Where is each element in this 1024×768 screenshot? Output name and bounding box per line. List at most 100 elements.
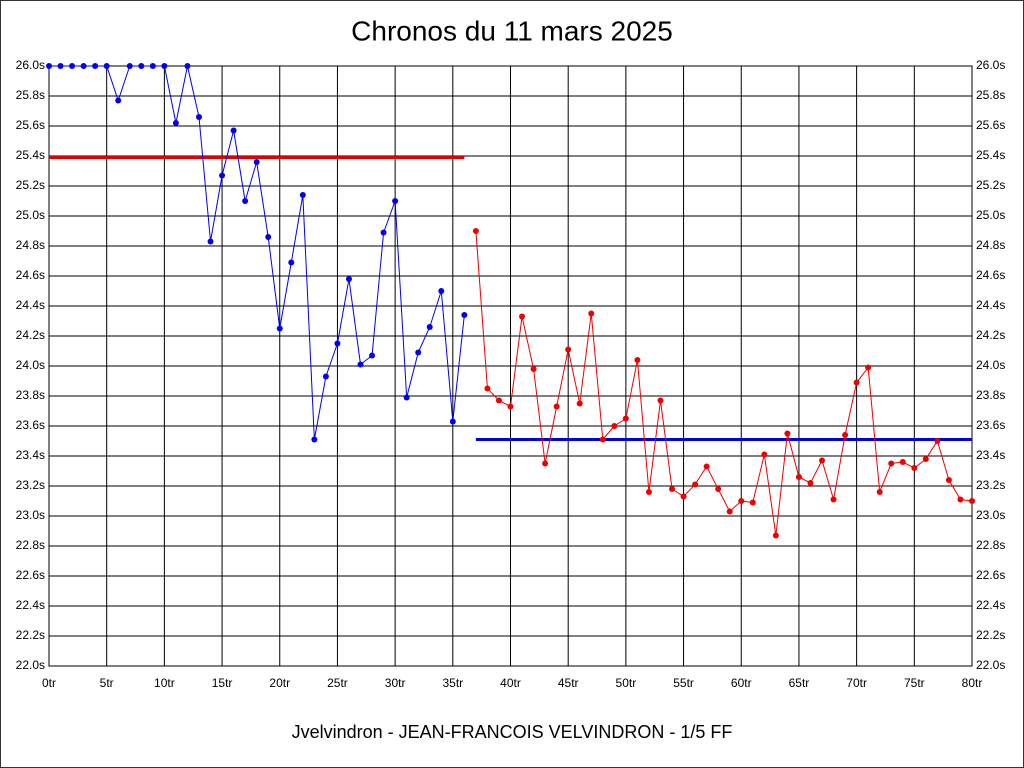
- data-point: [530, 366, 537, 372]
- data-point: [807, 480, 814, 486]
- data-point: [945, 477, 952, 483]
- y-tick-label: 25.8s: [16, 88, 45, 102]
- data-point: [92, 63, 99, 69]
- data-point: [669, 486, 676, 492]
- y-tick-label: 23.8s: [16, 388, 45, 402]
- data-point: [357, 361, 364, 368]
- x-tick-label: 65tr: [789, 676, 810, 690]
- y2-tick-label: 23.4s: [976, 448, 1005, 462]
- data-point: [934, 438, 941, 444]
- data-point: [288, 259, 295, 266]
- data-point: [876, 489, 883, 495]
- x-tick-label: 10tr: [154, 676, 175, 690]
- data-point: [703, 463, 710, 470]
- chart-title: Chronos du 11 mars 2025: [351, 15, 673, 46]
- data-point: [599, 436, 606, 443]
- data-point: [149, 63, 156, 69]
- y-tick-label: 24.6s: [16, 268, 45, 282]
- y2-tick-label: 26.0s: [976, 58, 1005, 72]
- data-point: [380, 229, 387, 236]
- data-point: [969, 498, 975, 504]
- data-point: [57, 63, 64, 69]
- y2-tick-label: 22.4s: [976, 598, 1005, 612]
- data-point: [911, 465, 918, 471]
- data-point: [772, 532, 779, 539]
- data-point: [957, 496, 964, 503]
- y-tick-label: 24.8s: [16, 238, 45, 252]
- data-point: [484, 385, 491, 392]
- x-tick-label: 0tr: [42, 676, 56, 690]
- data-point: [565, 346, 572, 353]
- data-point: [253, 159, 260, 165]
- data-point: [207, 238, 214, 245]
- data-point: [126, 63, 133, 69]
- y2-tick-label: 23.2s: [976, 478, 1005, 492]
- x-tick-label: 25tr: [327, 676, 348, 690]
- data-point: [242, 198, 249, 204]
- y2-tick-label: 23.0s: [976, 508, 1005, 522]
- x-tick-label: 75tr: [904, 676, 925, 690]
- y-tick-label: 24.0s: [16, 358, 45, 372]
- y2-tick-label: 25.8s: [976, 88, 1005, 102]
- data-point: [426, 324, 433, 330]
- y2-tick-label: 22.8s: [976, 538, 1005, 552]
- data-point: [219, 172, 226, 179]
- data-point: [588, 310, 595, 317]
- x-tick-label: 50tr: [616, 676, 637, 690]
- data-point: [519, 313, 526, 320]
- x-tick-label: 30tr: [385, 676, 406, 690]
- y-tick-label: 22.2s: [16, 628, 45, 642]
- data-point: [495, 397, 502, 404]
- y-tick-label: 25.2s: [16, 178, 45, 192]
- data-point: [576, 400, 583, 407]
- data-point: [738, 498, 745, 504]
- data-point: [922, 456, 929, 462]
- data-point: [334, 340, 341, 347]
- y2-tick-label: 22.0s: [976, 658, 1005, 672]
- data-point: [161, 63, 168, 69]
- data-point: [507, 403, 514, 410]
- data-point: [715, 486, 722, 492]
- data-point: [692, 481, 699, 488]
- x-tick-label: 40tr: [500, 676, 521, 690]
- y2-tick-label: 24.2s: [976, 328, 1005, 342]
- data-point: [853, 379, 860, 386]
- data-point: [184, 63, 191, 69]
- data-point: [299, 192, 306, 198]
- data-point: [322, 373, 329, 380]
- data-point: [680, 493, 687, 500]
- y-tick-label: 23.6s: [16, 418, 45, 432]
- y-tick-label: 26.0s: [16, 58, 45, 72]
- x-tick-label: 5tr: [100, 676, 114, 690]
- data-point: [80, 63, 87, 69]
- data-point: [276, 325, 283, 332]
- data-point: [622, 415, 629, 422]
- data-point: [449, 418, 456, 425]
- y2-tick-label: 23.8s: [976, 388, 1005, 402]
- y2-tick-label: 24.0s: [976, 358, 1005, 372]
- data-point: [472, 228, 479, 234]
- data-point: [542, 460, 549, 467]
- y-tick-label: 22.4s: [16, 598, 45, 612]
- data-point: [553, 403, 560, 410]
- data-point: [761, 451, 768, 458]
- data-point: [103, 63, 110, 69]
- y2-tick-label: 25.2s: [976, 178, 1005, 192]
- series-line: [475, 230, 973, 536]
- y-tick-label: 22.8s: [16, 538, 45, 552]
- y2-tick-label: 25.4s: [976, 148, 1005, 162]
- data-point: [265, 234, 272, 240]
- y-tick-label: 23.2s: [16, 478, 45, 492]
- x-tick-label: 35tr: [442, 676, 463, 690]
- data-point: [172, 120, 179, 126]
- data-point: [795, 474, 802, 480]
- data-point: [311, 436, 318, 443]
- data-point: [69, 63, 76, 69]
- data-point: [345, 276, 352, 282]
- y2-tick-label: 24.4s: [976, 298, 1005, 312]
- y2-tick-label: 24.8s: [976, 238, 1005, 252]
- data-point: [611, 423, 618, 429]
- y2-tick-label: 22.2s: [976, 628, 1005, 642]
- y2-tick-label: 23.6s: [976, 418, 1005, 432]
